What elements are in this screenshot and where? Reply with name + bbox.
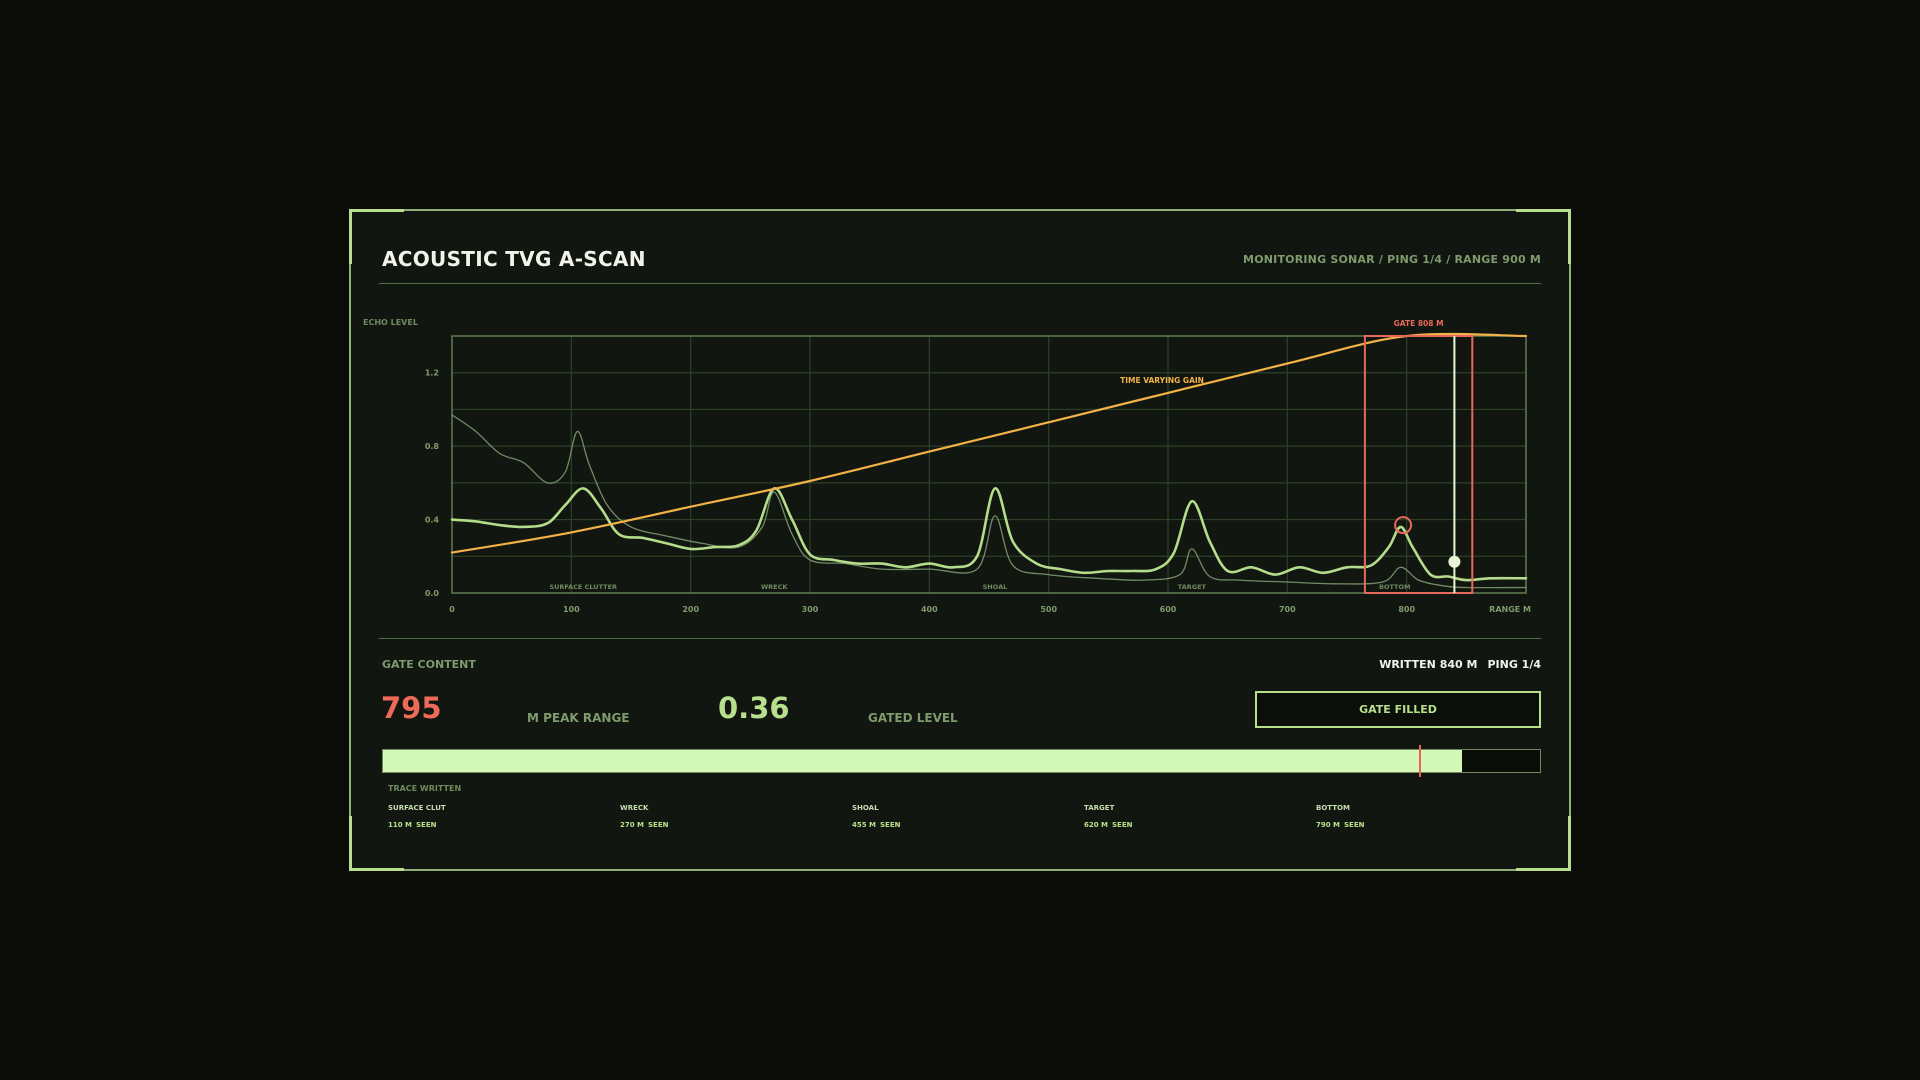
target-status: SEEN — [416, 821, 437, 829]
target-item-surface-clutter: SURFACE CLUT 110 M SEEN — [388, 804, 588, 829]
gated-level-value: 0.36 — [718, 691, 790, 725]
written-range: WRITTEN 840 M — [1379, 658, 1478, 671]
peak-range-label: M PEAK RANGE — [527, 711, 630, 725]
trace-progress-fill — [383, 750, 1463, 772]
written-status: WRITTEN 840 M PING 1/4 — [1379, 658, 1541, 671]
target-range: 270 M — [620, 821, 645, 829]
gate-content-label: GATE CONTENT — [382, 658, 476, 671]
gate-filled-button[interactable]: GATE FILLED — [1255, 691, 1541, 728]
target-name: SURFACE CLUT — [388, 804, 446, 812]
y-axis-label: ECHO LEVEL — [363, 318, 418, 327]
target-name: SHOAL — [852, 804, 879, 812]
gate-label: GATE 808 M — [1394, 319, 1444, 328]
x-tick-label: 200 — [682, 605, 699, 614]
annotation-wreck: WRECK — [761, 583, 788, 591]
x-tick-label: 600 — [1160, 605, 1177, 614]
plot-frame — [451, 335, 1527, 594]
frame-corner — [349, 209, 404, 264]
annotation-target: TARGET — [1178, 583, 1207, 591]
x-tick-label: 500 — [1040, 605, 1057, 614]
x-tick-label: 700 — [1279, 605, 1296, 614]
target-status: SEEN — [880, 821, 901, 829]
header-divider — [379, 283, 1541, 284]
peak-range-value: 795 — [381, 691, 442, 725]
page-title: ACOUSTIC TVG A-SCAN — [382, 247, 646, 271]
y-tick-label: 0.8 — [425, 442, 440, 451]
x-axis-label: RANGE M — [1489, 605, 1531, 614]
x-tick-label: 300 — [802, 605, 819, 614]
frame-corner — [1516, 816, 1571, 871]
target-name: TARGET — [1084, 804, 1115, 812]
gated-level-label: GATED LEVEL — [868, 711, 958, 725]
annotation-shoal: SHOAL — [983, 583, 1008, 591]
y-tick-label: 0.4 — [425, 516, 440, 525]
target-item-wreck: WRECK 270 M SEEN — [620, 804, 820, 829]
target-range: 455 M — [852, 821, 877, 829]
trace-progress-marker — [1418, 745, 1421, 777]
y-tick-label: 1.2 — [425, 369, 439, 378]
y-tick-label: 0.0 — [425, 589, 440, 598]
gate-box — [1363, 335, 1474, 594]
tvg-label: TIME VARYING GAIN — [1120, 376, 1204, 385]
gate-peak-marker — [1394, 516, 1413, 535]
target-range: 620 M — [1084, 821, 1109, 829]
annotation-surface_clutter: SURFACE CLUTTER — [549, 583, 617, 591]
x-tick-label: 0 — [449, 605, 455, 614]
ping-status: PING 1/4 — [1487, 658, 1541, 671]
target-name: BOTTOM — [1316, 804, 1350, 812]
target-item-shoal: SHOAL 455 M SEEN — [852, 804, 1052, 829]
x-tick-label: 800 — [1398, 605, 1415, 614]
x-tick-label: 100 — [563, 605, 580, 614]
ascan-panel: ACOUSTIC TVG A-SCAN MONITORING SONAR / P… — [349, 209, 1571, 871]
status-subtitle: MONITORING SONAR / PING 1/4 / RANGE 900 … — [1243, 253, 1541, 266]
target-item-bottom: BOTTOM 790 M SEEN — [1316, 804, 1516, 829]
target-item-target: TARGET 620 M SEEN — [1084, 804, 1284, 829]
series-line-tvg — [450, 332, 1528, 554]
target-status: SEEN — [1112, 821, 1133, 829]
ascan-chart[interactable]: ECHO LEVEL 0.0 0.4 0.8 1.2 0 100 200 300 400 500 60… — [351, 211, 1569, 631]
frame-corner — [1516, 209, 1571, 264]
target-name: WRECK — [620, 804, 649, 812]
target-range: 110 M — [388, 821, 413, 829]
section-divider — [379, 638, 1541, 639]
trace-progress-bar — [382, 745, 1541, 777]
frame-corner — [349, 816, 404, 871]
x-tick-label: 400 — [921, 605, 938, 614]
target-status: SEEN — [648, 821, 669, 829]
annotation-bottom: BOTTOM — [1379, 583, 1411, 591]
target-range: 790 M — [1316, 821, 1341, 829]
range-cursor-dot — [1448, 555, 1461, 568]
target-status: SEEN — [1344, 821, 1365, 829]
series-line-raw — [451, 414, 1527, 589]
series-line-echo — [450, 487, 1528, 582]
trace-written-label: TRACE WRITTEN — [388, 784, 462, 793]
